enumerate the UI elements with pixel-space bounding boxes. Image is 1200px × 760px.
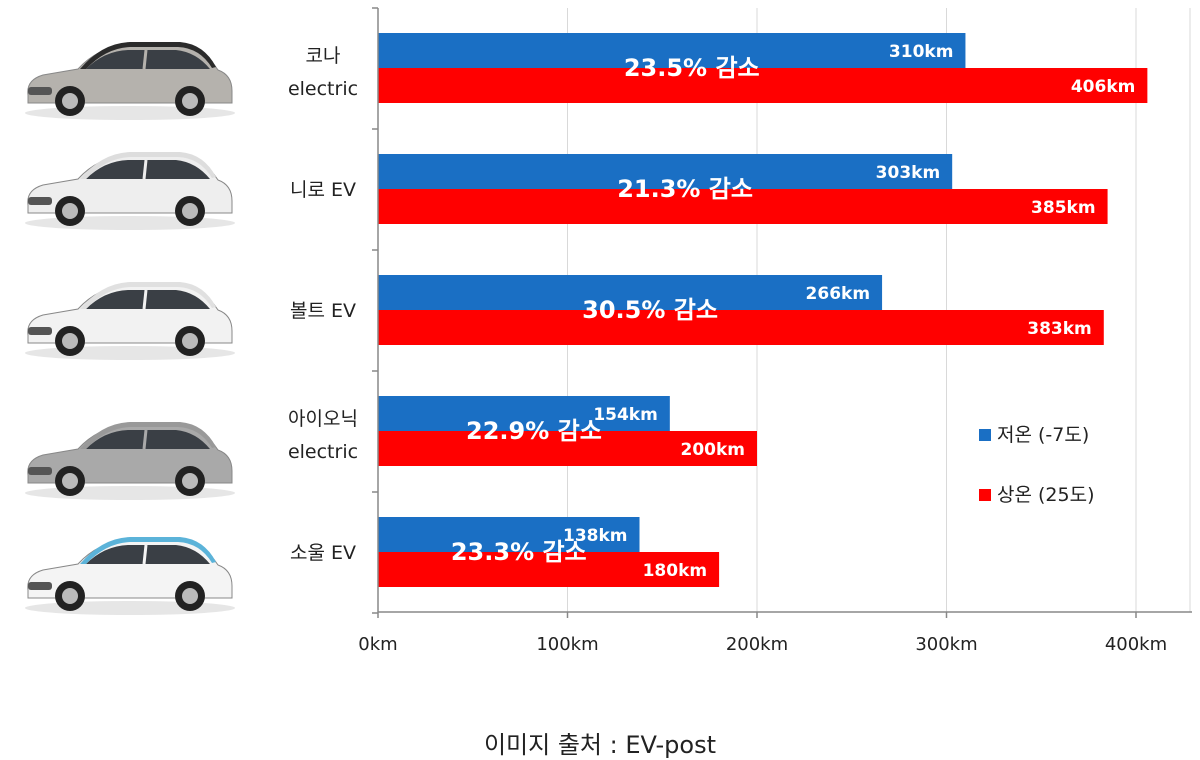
bar-low-temp bbox=[378, 517, 640, 552]
reduction-annotation: 21.3% 감소 bbox=[617, 175, 753, 203]
reduction-annotation: 22.9% 감소 bbox=[466, 417, 602, 445]
soul-car-image bbox=[25, 537, 235, 615]
value-label-room-temp: 383km bbox=[1027, 319, 1092, 339]
category-label: electric bbox=[288, 441, 358, 463]
bar-room-temp bbox=[378, 68, 1148, 103]
value-label-low-temp: 138km bbox=[563, 526, 628, 546]
bar-low-temp bbox=[378, 33, 966, 68]
legend-label: 상온 (25도) bbox=[997, 484, 1094, 506]
legend: 저온 (-7도) 상온 (25도) bbox=[979, 424, 1094, 506]
category-label: 니로 EV bbox=[290, 179, 356, 201]
category-label: electric bbox=[288, 78, 358, 100]
value-label-room-temp: 200km bbox=[680, 440, 745, 460]
bar-room-temp bbox=[378, 552, 720, 587]
axes bbox=[372, 7, 1192, 618]
value-label-room-temp: 385km bbox=[1031, 198, 1096, 218]
x-tick-label: 100km bbox=[536, 634, 598, 655]
category-label: 볼트 EV bbox=[290, 300, 356, 322]
bar-room-temp bbox=[378, 431, 757, 466]
x-tick-label: 300km bbox=[915, 634, 977, 655]
bar-low-temp bbox=[378, 396, 670, 431]
labels: 0km 100km 200km 300km 400km 310km 406km 23.5% 감… bbox=[288, 42, 1167, 655]
value-label-room-temp: 180km bbox=[643, 561, 708, 581]
legend-swatch bbox=[979, 429, 991, 441]
bar-room-temp bbox=[378, 189, 1108, 224]
legend-swatch bbox=[979, 489, 991, 501]
category-label: 소울 EV bbox=[290, 542, 356, 564]
image-credit: 이미지 출처 : EV-post bbox=[483, 731, 717, 759]
value-label-low-temp: 266km bbox=[806, 284, 871, 304]
kona-car-image bbox=[25, 42, 235, 120]
x-tick-label: 400km bbox=[1105, 634, 1167, 655]
reduction-annotation: 23.5% 감소 bbox=[624, 54, 760, 82]
reduction-annotation: 23.3% 감소 bbox=[451, 538, 587, 566]
x-tick-label: 0km bbox=[358, 634, 397, 655]
x-tick-label: 200km bbox=[726, 634, 788, 655]
bar-low-temp bbox=[378, 275, 883, 310]
bar-room-temp bbox=[378, 310, 1104, 345]
bar-low-temp bbox=[378, 154, 953, 189]
niro-car-image bbox=[25, 152, 235, 230]
reduction-annotation: 30.5% 감소 bbox=[582, 296, 718, 324]
category-label: 코나 bbox=[306, 45, 341, 67]
bolt-car-image bbox=[25, 282, 235, 360]
value-label-room-temp: 406km bbox=[1071, 77, 1136, 97]
bars bbox=[378, 33, 1148, 587]
value-label-low-temp: 303km bbox=[876, 163, 941, 183]
ioniq-car-image bbox=[25, 422, 235, 500]
value-label-low-temp: 310km bbox=[889, 42, 954, 62]
legend-label: 저온 (-7도) bbox=[997, 424, 1089, 446]
value-label-low-temp: 154km bbox=[593, 405, 658, 425]
category-label: 아이오닉 bbox=[288, 408, 358, 430]
